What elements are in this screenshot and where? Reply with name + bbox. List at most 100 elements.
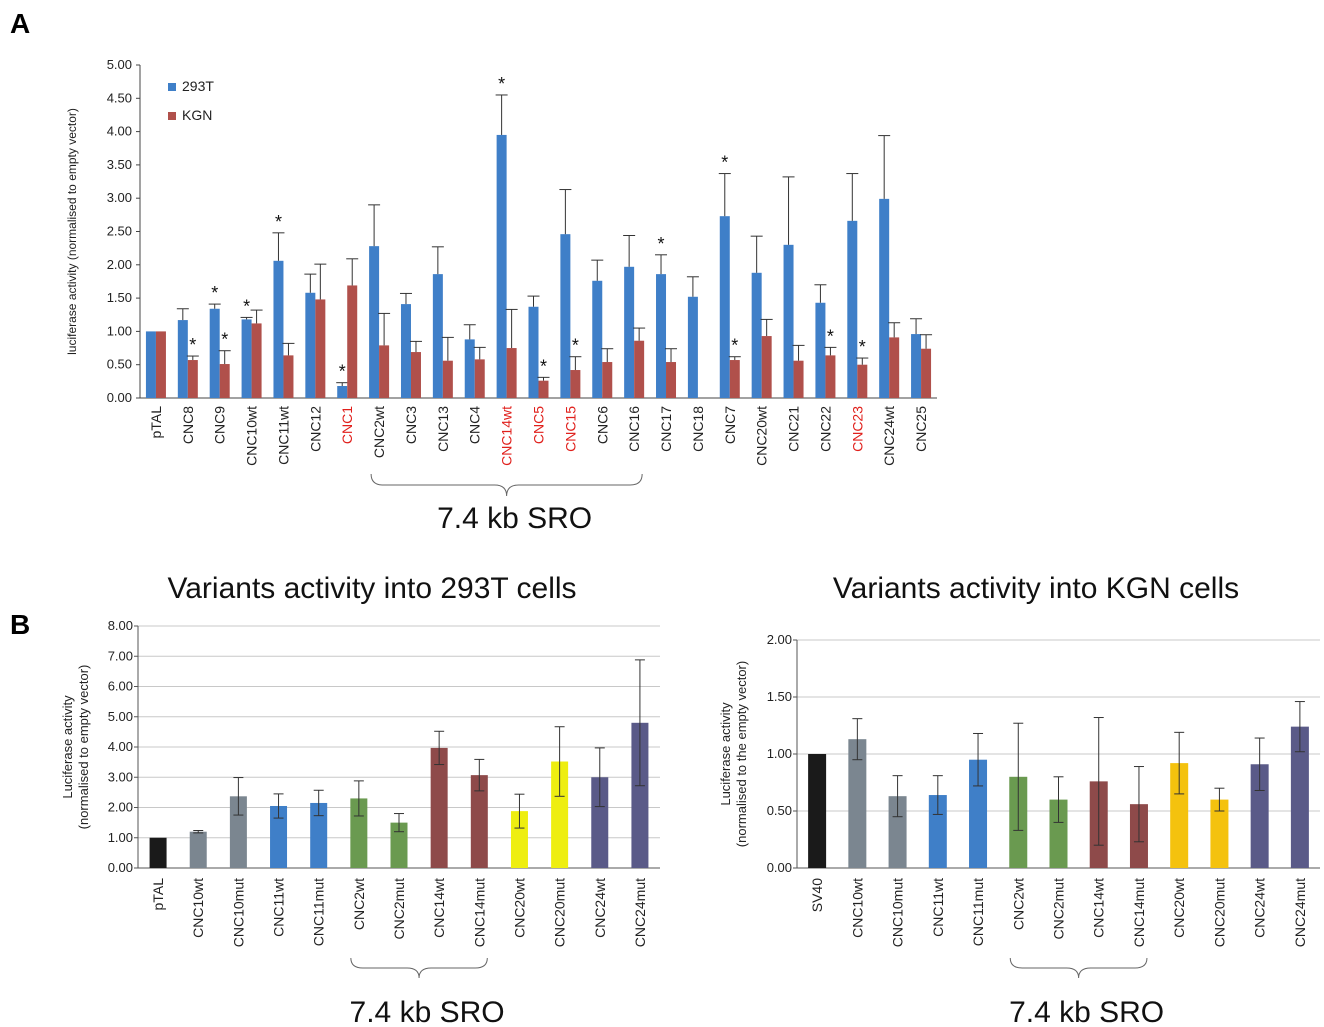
x-tick-label: CNC2wt (351, 878, 367, 930)
significance-star: * (498, 74, 505, 94)
significance-star: * (189, 335, 196, 355)
x-tick-label: CNC14wt (431, 878, 447, 938)
x-tick-label: CNC16 (626, 406, 642, 452)
bar (510, 811, 528, 868)
y-tick-label: 5.00 (107, 57, 132, 72)
x-tick-label: CNC2wt (371, 406, 387, 458)
bar (969, 759, 988, 868)
significance-star: * (572, 336, 579, 356)
x-tick-label: CNC18 (690, 406, 706, 452)
x-tick-label: CNC10mut (890, 878, 906, 947)
bar (315, 299, 326, 398)
bar (229, 796, 247, 868)
y-tick-label: 2.00 (767, 632, 792, 647)
bar (928, 795, 947, 868)
bar (1170, 763, 1189, 868)
bar (337, 386, 348, 398)
bar (241, 319, 252, 398)
y-axis-title: luciferase activity (normalised to empty… (65, 108, 79, 355)
x-tick-label: CNC4 (467, 406, 483, 444)
y-tick-label: 1.00 (767, 746, 792, 761)
bar (634, 340, 645, 398)
bar (410, 352, 421, 398)
y-tick-label: 0.00 (108, 860, 133, 875)
x-tick-label: pTAL (148, 406, 164, 439)
x-tick-label: CNC1 (339, 406, 355, 444)
x-tick-label: CNC20wt (754, 406, 770, 466)
y-tick-label: 0.50 (107, 357, 132, 372)
bar (666, 362, 677, 398)
x-tick-label: CNC14mut (1131, 878, 1147, 947)
x-tick-label: CNC8 (180, 406, 196, 444)
y-axis-title-sub: (normalised to empty vector) (76, 665, 91, 830)
x-tick-label: CNC20wt (1171, 878, 1187, 938)
x-tick-label: CNC10wt (244, 406, 260, 466)
x-tick-label: CNC9 (212, 406, 228, 444)
bar (310, 802, 328, 868)
y-tick-label: 0.00 (107, 390, 132, 405)
significance-star: * (211, 283, 218, 303)
y-tick-label: 1.00 (107, 323, 132, 338)
sro-label: 7.4 kb SRO (437, 502, 592, 535)
x-tick-label: CNC14mut (471, 878, 487, 947)
chart-b-293t: Variants activity into 293T cells 0.00 1.0… (60, 572, 660, 1027)
y-tick-label: 1.50 (107, 290, 132, 305)
bar (808, 754, 827, 868)
x-tick-label: CNC2wt (1010, 878, 1026, 930)
x-tick-label: CNC6 (594, 406, 610, 444)
bar (591, 777, 609, 868)
legend-swatch (168, 112, 176, 120)
bar (442, 360, 453, 398)
bar (528, 306, 539, 398)
bar (921, 348, 932, 398)
bar (390, 822, 408, 868)
bar (570, 370, 581, 398)
x-tick-label: CNC10mut (230, 878, 246, 947)
bar (729, 360, 740, 398)
bar (400, 304, 411, 398)
bar (305, 292, 316, 398)
significance-star: * (275, 212, 282, 232)
significance-star: * (243, 296, 250, 316)
bar (815, 302, 826, 398)
x-tick-label: CNC21 (786, 406, 802, 452)
x-tick-label: CNC20mut (1211, 878, 1227, 947)
bar (430, 747, 448, 868)
legend-label: 293T (182, 78, 214, 94)
bar (911, 334, 922, 398)
legend-swatch (168, 83, 176, 91)
bar (538, 380, 549, 398)
y-tick-label: 4.50 (107, 90, 132, 105)
bar (270, 805, 288, 868)
y-tick-label: 1.50 (767, 689, 792, 704)
bar (602, 362, 613, 398)
x-tick-label: CNC11mut (970, 878, 986, 946)
bar (470, 775, 488, 868)
y-tick-label: 7.00 (108, 648, 133, 663)
bar (379, 345, 390, 398)
x-tick-label: CNC24mut (1292, 878, 1308, 947)
bar (761, 336, 772, 398)
bar (888, 796, 907, 868)
x-tick-label: CNC20mut (552, 878, 568, 947)
x-tick-label: SV40 (809, 878, 825, 912)
x-tick-label: pTAL (150, 878, 166, 911)
x-tick-label: CNC2mut (391, 878, 407, 940)
y-tick-label: 3.50 (107, 157, 132, 172)
x-tick-label: CNC11wt (930, 878, 946, 937)
x-tick-label: CNC12 (307, 406, 323, 452)
bar (783, 244, 794, 398)
bar (1210, 799, 1229, 868)
x-tick-label: CNC14wt (1091, 878, 1107, 938)
bar (624, 266, 635, 398)
bar (145, 331, 156, 398)
sro-bracket (1009, 957, 1148, 979)
y-tick-label: 4.00 (108, 739, 133, 754)
y-tick-label: 8.00 (108, 618, 133, 633)
y-axis-title-sub: (normalised to the empty vector) (734, 661, 749, 847)
x-tick-label: CNC11mut (311, 878, 327, 946)
x-tick-label: CNC24wt (1252, 878, 1268, 938)
legend-label: KGN (182, 107, 212, 123)
bar (506, 348, 517, 398)
